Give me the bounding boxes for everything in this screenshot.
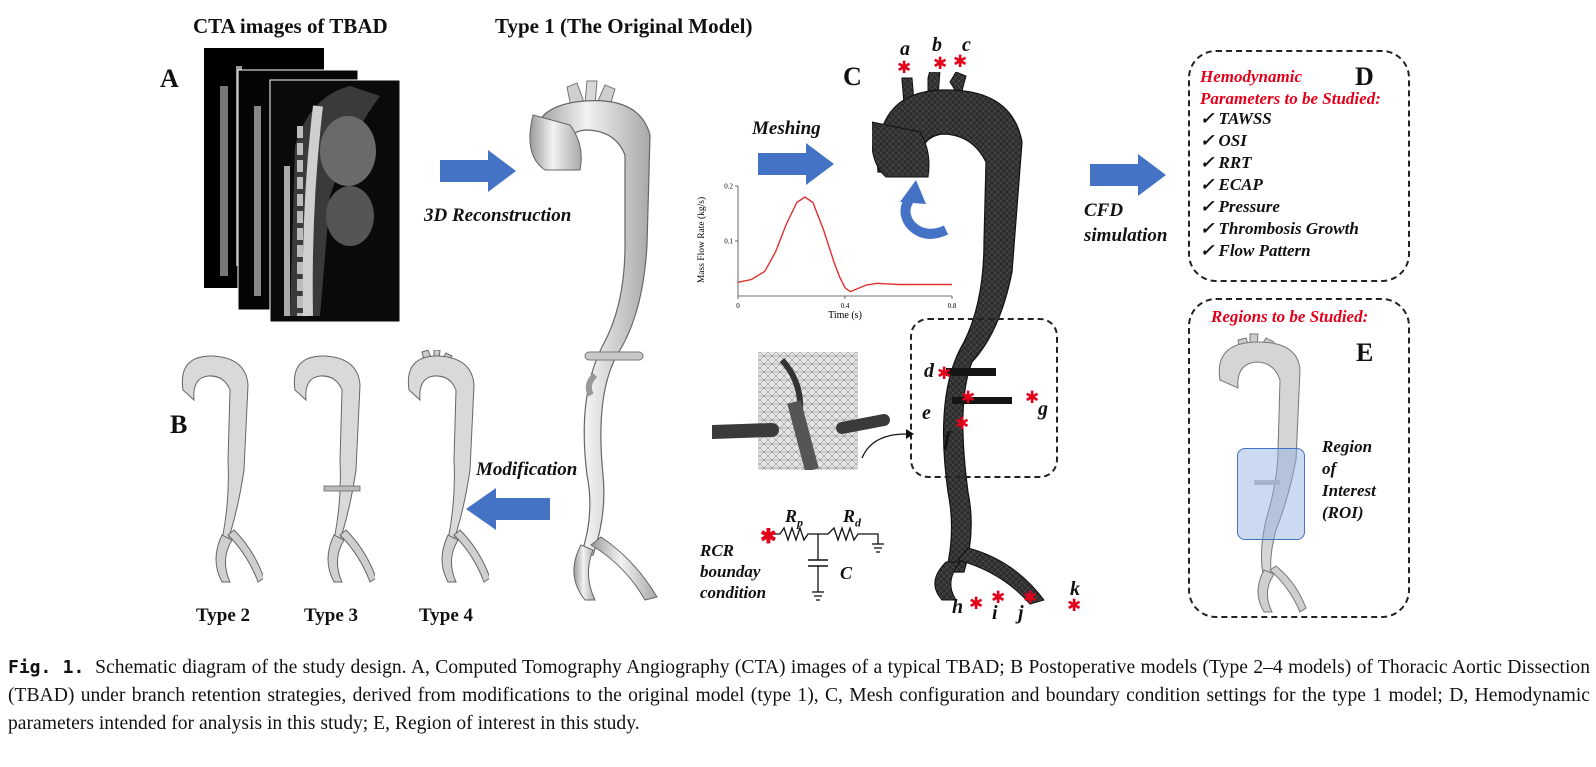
- boundary-star-icon: ✱: [969, 594, 984, 614]
- rp-label: Rp: [785, 506, 804, 530]
- parameter-list: ✓ TAWSS ✓ OSI ✓ RRT ✓ ECAP ✓ Pressure ✓ …: [1200, 108, 1359, 262]
- point-k-label: k: [1070, 578, 1080, 600]
- original-aorta-model: [529, 80, 658, 601]
- chart-x-tick-label: 0: [736, 302, 740, 310]
- panel-d-box: [1188, 50, 1410, 282]
- rcr-circuit: [768, 525, 884, 601]
- type4-label: Type 4: [419, 605, 474, 626]
- point-g-label: g: [1038, 398, 1048, 420]
- roi-label-line-4: (ROI): [1322, 503, 1364, 522]
- roi-aorta-model: [1218, 333, 1307, 613]
- boundary-star-icon: ✱: [991, 588, 1006, 608]
- roi-label: Region of Interest (ROI): [1322, 436, 1376, 524]
- roi-label-line-1: Region: [1322, 437, 1373, 456]
- parameter-item: ✓ Flow Pattern: [1200, 241, 1311, 260]
- panel-d-title-line-2: Parameters to be Studied:: [1200, 89, 1381, 108]
- flow-rate-series-line: [737, 196, 952, 293]
- boundary-star-icon: ✱: [961, 388, 976, 408]
- branch-zoom-box: [910, 318, 1058, 478]
- boundary-star-icon: ✱: [933, 54, 948, 74]
- point-c-label: c: [962, 34, 971, 56]
- reconstruction-arrow: [440, 150, 516, 192]
- panel-c-letter: C: [843, 62, 862, 91]
- parameter-item: ✓ Thrombosis Growth: [1200, 219, 1359, 238]
- figure-caption-text: Schematic diagram of the study design. A…: [8, 657, 1591, 734]
- meshed-aorta-model: [872, 72, 1045, 605]
- boundary-star-icon: ✱: [955, 414, 970, 434]
- rcr-label: RCR bounday condition: [700, 540, 766, 603]
- boundary-star-icon: ✱: [953, 52, 968, 72]
- panel-d-letter: D: [1355, 62, 1374, 91]
- boundary-star-icon: ✱: [1025, 388, 1040, 408]
- point-a-label: a: [900, 38, 910, 60]
- rcr-star: ✱: [760, 526, 777, 548]
- rcr-label-line-1: RCR: [700, 541, 735, 560]
- rcr-label-line-2: bounday: [700, 562, 761, 581]
- chart-y-tick-label: 0.2: [724, 183, 733, 191]
- type2-label: Type 2: [196, 605, 251, 626]
- type4-model: [407, 350, 489, 583]
- type2-model: [181, 355, 263, 583]
- rd-label: Rd: [843, 506, 862, 530]
- parameter-item: ✓ ECAP: [1200, 175, 1263, 194]
- curved-rotation-arrow: [900, 180, 949, 239]
- point-f-label: f: [944, 428, 951, 450]
- roi-highlight-box: [1237, 448, 1305, 540]
- chart-x-tick-label: 0.8: [948, 302, 957, 310]
- figure-label: Fig. 1.: [8, 657, 85, 678]
- panel-e-letter: E: [1356, 338, 1374, 367]
- cfd-arrow: [1090, 154, 1166, 196]
- meshing-label: Meshing: [752, 118, 821, 139]
- roi-label-line-2: of: [1322, 459, 1337, 478]
- original-model-title: Type 1 (The Original Model): [495, 14, 753, 38]
- chart-x-tick-label: 0.4: [841, 302, 850, 310]
- parameter-item: ✓ OSI: [1200, 131, 1247, 150]
- detail-pointer-arrow: [861, 429, 914, 459]
- parameter-item: ✓ Pressure: [1200, 197, 1280, 216]
- panel-a-title: CTA images of TBAD: [193, 14, 388, 38]
- point-i-label: i: [992, 602, 998, 624]
- point-h-label: h: [952, 596, 964, 618]
- point-d-label: d: [924, 360, 934, 382]
- modification-arrow: [466, 488, 550, 530]
- point-e-label: e: [922, 402, 931, 424]
- reconstruction-label: 3D Reconstruction: [424, 205, 572, 226]
- rcr-label-line-3: condition: [700, 583, 767, 602]
- parameter-item: ✓ TAWSS: [1200, 109, 1272, 128]
- boundary-star-icon: ✱: [897, 58, 912, 78]
- panel-a-letter: A: [160, 64, 179, 93]
- chart-x-axis-label: Time (s): [828, 310, 862, 321]
- chart-ticks: 0 0.4 0.8 0.1 0.2: [724, 183, 957, 311]
- type3-model: [293, 355, 375, 583]
- cfd-label: CFD simulation: [1084, 198, 1167, 248]
- boundary-star-icon: ✱: [937, 364, 952, 384]
- meshing-arrow: [758, 143, 834, 185]
- cta-image-stack: [204, 48, 401, 323]
- panel-d-title-line-1: Hemodynamic: [1200, 67, 1302, 86]
- cfd-label-line-2: simulation: [1084, 225, 1168, 246]
- panel-e-title: Regions to be Studied:: [1211, 307, 1369, 326]
- c-label: C: [840, 563, 853, 583]
- point-j-label: j: [1018, 602, 1024, 624]
- modification-label: Modification: [476, 459, 578, 480]
- panel-b-letter: B: [170, 410, 188, 439]
- mass-flow-rate-chart: 0 0.4 0.8 0.1 0.2 Time (s) Mass Flow Rate (k…: [696, 183, 957, 322]
- boundary-star-icon: ✱: [1067, 596, 1082, 616]
- panel-e-box: [1188, 298, 1410, 618]
- cfd-label-line-1: CFD: [1084, 200, 1124, 221]
- figure-caption: Fig. 1. Schematic diagram of the study d…: [8, 654, 1590, 738]
- roi-label-line-3: Interest: [1322, 481, 1376, 500]
- chart-y-axis-label: Mass Flow Rate (kg/s): [696, 197, 707, 283]
- point-b-label: b: [932, 34, 942, 56]
- parameter-item: ✓ RRT: [1200, 153, 1252, 172]
- chart-y-tick-label: 0.1: [724, 238, 733, 246]
- mesh-detail-image: [712, 352, 890, 470]
- boundary-star-icon: ✱: [1023, 588, 1038, 608]
- type3-label: Type 3: [304, 605, 359, 626]
